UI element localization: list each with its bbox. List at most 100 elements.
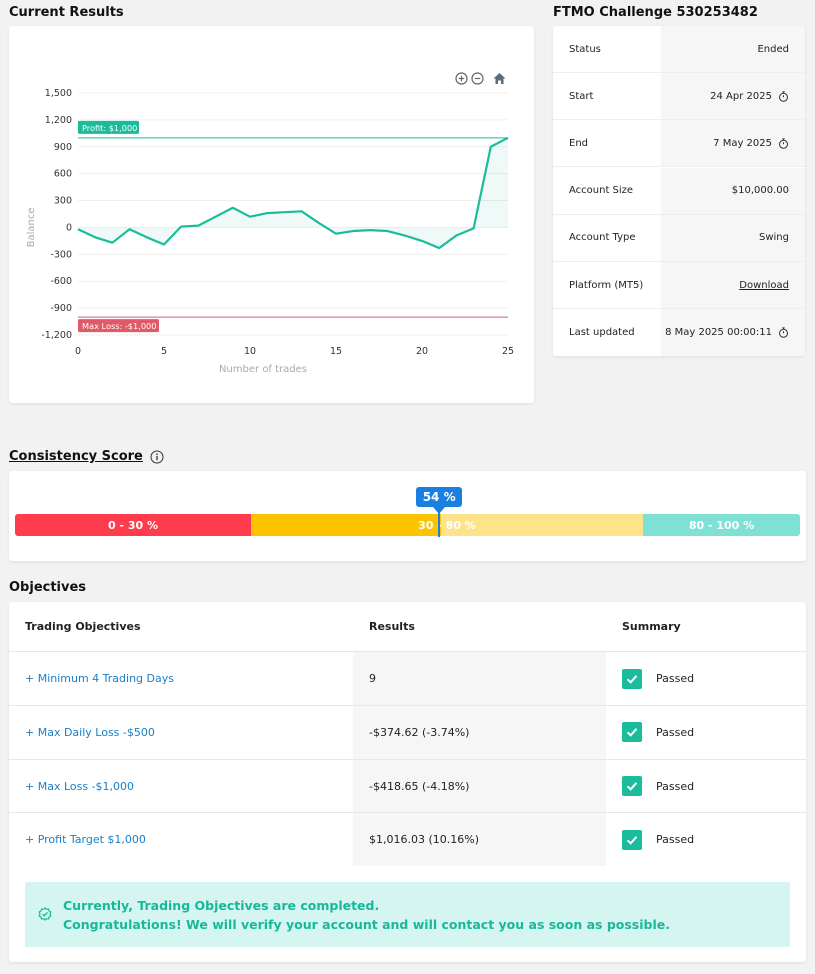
annotation-label: Max Loss: -$1,000 xyxy=(82,321,156,331)
data-point xyxy=(111,242,113,244)
x-tick-label: 25 xyxy=(502,346,514,357)
data-point xyxy=(129,228,131,230)
objective-name[interactable]: + Max Loss -$1,000 xyxy=(25,779,135,793)
download-link[interactable]: Download xyxy=(739,279,789,291)
info-row-account-type: Account Type Swing xyxy=(553,214,805,262)
info-value: $10,000.00 xyxy=(661,167,805,214)
score-marker-line xyxy=(438,513,441,537)
objective-result: $1,016.03 (10.16%) xyxy=(353,813,606,867)
y-tick-label: -600 xyxy=(50,276,72,287)
info-label: Last updated xyxy=(569,327,635,339)
objective-name[interactable]: + Minimum 4 Trading Days xyxy=(25,672,174,685)
info-label: Status xyxy=(569,43,601,55)
info-value-text: 7 May 2025 xyxy=(713,137,772,149)
zoom-in-icon[interactable] xyxy=(455,72,468,85)
data-point xyxy=(387,230,389,232)
header-summary: Summary xyxy=(622,620,681,633)
y-tick-label: -1,200 xyxy=(41,330,72,341)
challenge-info-table: Status Ended Start 24 Apr 2025 End 7 May 2025… xyxy=(553,26,805,356)
balance-chart-card: 1,500 1,200 900 600 300 0 -300 -600 -900 -1,200 0 5… xyxy=(9,26,534,403)
data-point xyxy=(473,227,475,229)
check-icon xyxy=(622,668,642,689)
consistency-segment-mid: 30 - 80 % xyxy=(251,514,643,536)
consistency-score-label: Consistency Score xyxy=(9,449,143,464)
info-value-text: 24 Apr 2025 xyxy=(710,90,772,102)
info-value: 24 Apr 2025 xyxy=(661,73,805,120)
info-value-text: Swing xyxy=(759,232,789,244)
timer-icon xyxy=(779,91,788,102)
consistency-score-title: Consistency Score xyxy=(9,449,164,464)
header-results: Results xyxy=(369,620,415,633)
current-results-title: Current Results xyxy=(9,5,124,20)
objectives-title: Objectives xyxy=(9,580,87,595)
info-label: Platform (MT5) xyxy=(569,279,644,291)
info-label: Account Type xyxy=(569,232,636,244)
objective-summary: Passed xyxy=(622,760,694,813)
info-value: 7 May 2025 xyxy=(661,120,805,167)
data-point xyxy=(146,236,148,238)
data-point xyxy=(421,240,423,242)
data-point xyxy=(352,230,354,232)
y-tick-label: 300 xyxy=(54,196,72,207)
data-point xyxy=(369,229,371,231)
annotation-label-bg xyxy=(78,319,159,333)
data-point xyxy=(301,210,303,212)
data-point xyxy=(215,216,217,218)
data-point xyxy=(507,137,509,139)
objective-status: Passed xyxy=(656,833,695,847)
y-tick-label: 1,500 xyxy=(45,88,72,99)
objective-status: Passed xyxy=(656,672,695,685)
data-point xyxy=(283,211,285,213)
data-point xyxy=(163,243,165,245)
info-value-text: 8 May 2025 00:00:11 xyxy=(665,327,772,339)
annotation-label-bg xyxy=(78,120,139,134)
info-value: 8 May 2025 00:00:11 xyxy=(661,309,805,356)
info-value-text: Ended xyxy=(757,43,789,55)
annotation-label: Profit: $1,000 xyxy=(82,123,137,133)
objective-status: Passed xyxy=(656,779,695,793)
data-point xyxy=(77,228,79,230)
data-point xyxy=(404,235,406,237)
timer-icon xyxy=(779,327,788,338)
info-row-end: End 7 May 2025 xyxy=(553,120,805,168)
data-point xyxy=(249,216,251,218)
x-tick-label: 20 xyxy=(416,346,428,357)
y-tick-label: 1,200 xyxy=(45,115,72,126)
x-tick-label: 0 xyxy=(75,346,81,357)
x-tick-label: 10 xyxy=(244,346,256,357)
check-icon xyxy=(622,829,642,850)
info-label: Account Size xyxy=(569,185,634,197)
info-value: Download xyxy=(661,262,805,308)
objective-name[interactable]: + Max Daily Loss -$500 xyxy=(25,725,155,739)
y-tick-label: 900 xyxy=(54,142,72,153)
objective-summary: Passed xyxy=(622,652,694,705)
challenge-title: FTMO Challenge 530253482 xyxy=(553,5,758,20)
check-icon xyxy=(622,776,642,797)
data-point xyxy=(455,235,457,237)
home-icon[interactable] xyxy=(493,72,506,85)
info-value: Swing xyxy=(661,214,805,261)
info-row-status: Status Ended xyxy=(553,26,805,73)
objective-result: -$374.62 (-3.74%) xyxy=(353,705,606,759)
objective-row: + Profit Target $1,000 $1,016.03 (10.16%)… xyxy=(9,812,806,867)
data-point xyxy=(232,207,234,209)
score-badge: 54 % xyxy=(416,487,463,507)
verified-icon xyxy=(38,907,52,921)
zoom-out-icon[interactable] xyxy=(471,72,484,85)
objective-result: 9 xyxy=(353,652,606,705)
info-value-text: $10,000.00 xyxy=(731,185,789,197)
success-line-2: Congratulations! We will verify your acc… xyxy=(63,917,670,932)
objective-name[interactable]: + Profit Target $1,000 xyxy=(25,833,146,847)
objective-result: -$418.65 (-4.18%) xyxy=(353,759,606,813)
y-tick-label: 600 xyxy=(54,169,72,180)
data-point xyxy=(318,222,320,224)
objectives-table: Trading Objectives Results Summary + Min… xyxy=(9,602,806,962)
series-area xyxy=(78,137,508,249)
info-label: End xyxy=(569,137,589,149)
consistency-score-card: 0 - 30 % 30 - 80 % 80 - 100 % 54 % xyxy=(9,471,806,561)
objective-summary: Passed xyxy=(622,813,694,866)
success-line-1: Currently, Trading Objectives are comple… xyxy=(63,898,380,913)
objective-row: + Minimum 4 Trading Days 9 Passed xyxy=(9,651,806,705)
objective-row: + Max Loss -$1,000 -$418.65 (-4.18%) Passe… xyxy=(9,758,806,813)
info-icon[interactable] xyxy=(150,450,164,464)
